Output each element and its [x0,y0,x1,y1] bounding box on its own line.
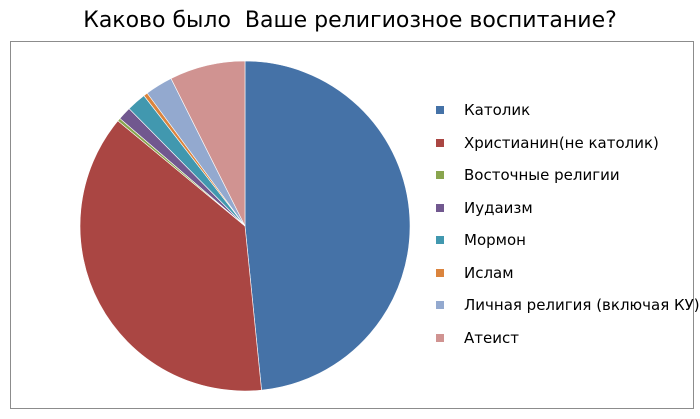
legend-swatch [436,203,444,212]
pie-slice-2 [79,120,262,392]
legend-item-judaism: Иудаизм [436,192,692,225]
pie-slice-1 [244,60,411,391]
legend-label: Ислам [464,263,514,282]
legend-swatch [436,106,444,115]
legend-item-eastern: Восточные религии [436,159,692,192]
legend-item-catholic: Католик [436,94,692,127]
legend-label: Христианин(не католик) [464,133,659,152]
legend-swatch [436,301,444,310]
legend-label: Мормон [464,231,526,250]
legend-item-christian: Христианин(не католик) [436,127,692,160]
legend-label: Восточные религии [464,166,620,185]
pie-slices [79,60,411,392]
legend-item-personal: Личная религия (включая КУ) [436,289,700,322]
chart-title: Каково было Ваше религиозное воспитание? [83,8,617,33]
legend-swatch [436,268,444,277]
chart-frame [10,41,694,409]
legend-item-mormon: Мормон [436,224,692,257]
legend-swatch [436,333,444,342]
legend-label: Иудаизм [464,198,533,217]
legend-label: Атеист [464,328,519,347]
legend-item-islam: Ислам [436,257,692,290]
legend-swatch [436,236,444,245]
legend: Католик Христианин(не католик) Восточные… [436,94,700,355]
pie-slice-8 [170,60,246,227]
legend-item-atheist: Атеист [436,322,692,355]
legend-swatch [436,138,444,147]
legend-label: Католик [464,101,531,120]
legend-swatch [436,171,444,180]
legend-label: Личная религия (включая КУ) [464,296,700,315]
